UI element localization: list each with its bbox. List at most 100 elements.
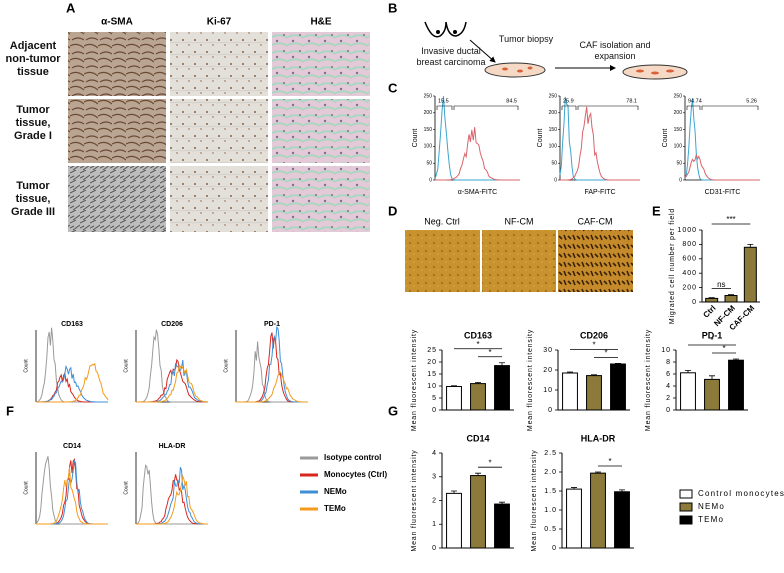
legend-label: Isotype control xyxy=(324,453,381,462)
y-tick-label: 15 xyxy=(427,371,437,378)
significance-label: * xyxy=(722,344,725,353)
legend-label: TEMo xyxy=(698,515,724,524)
y-axis-label: Count xyxy=(662,129,669,148)
bar xyxy=(562,372,578,411)
y-axis-label: Count xyxy=(23,481,29,495)
significance-label: ns xyxy=(717,280,725,289)
error-bar xyxy=(499,362,505,366)
y-tick-label: 800 xyxy=(682,241,697,248)
error-bar xyxy=(709,375,715,380)
legend-swatch xyxy=(679,489,693,499)
histogram-curve xyxy=(560,106,640,181)
panel-label: G xyxy=(388,403,398,418)
chart-title: CD206 xyxy=(580,330,608,340)
plot-title: CD206 xyxy=(161,321,183,328)
histogram-curve xyxy=(136,363,208,403)
y-tick-label: 0 xyxy=(432,407,437,414)
y-tick-label: 8 xyxy=(666,359,671,366)
y-tick-label: 0 xyxy=(552,545,557,552)
y-tick-label: 200 xyxy=(424,110,433,116)
bar xyxy=(704,378,720,411)
gate xyxy=(561,105,639,110)
y-tick-label: 2.5 xyxy=(544,450,557,457)
bar xyxy=(470,383,486,411)
y-axis-label: Mean fluorescent intensity xyxy=(645,329,652,431)
error-bar xyxy=(499,501,505,505)
bar xyxy=(590,472,606,549)
y-tick-label: 50 xyxy=(551,161,557,167)
panel-label: A xyxy=(66,0,76,15)
y-axis-label: Count xyxy=(123,481,129,495)
y-tick-label: 100 xyxy=(674,144,683,150)
legend-label: Monocytes (Ctrl) xyxy=(324,470,387,479)
image-title: NF-CM xyxy=(505,216,534,226)
y-tick-label: 150 xyxy=(424,127,433,133)
bar xyxy=(494,503,510,549)
plot-title: PD-1 xyxy=(264,321,280,328)
y-tick-label: 30 xyxy=(543,347,553,354)
y-tick-label: 2.0 xyxy=(544,469,557,476)
step-label: CAF isolation and expansion xyxy=(579,40,651,61)
chart-title: HLA-DR xyxy=(581,433,616,443)
y-tick-label: 1000 xyxy=(677,227,697,234)
histogram-curve xyxy=(684,154,760,181)
significance-label: * xyxy=(710,336,713,345)
y-tick-label: 600 xyxy=(682,256,697,263)
chart-title: PD-1 xyxy=(702,330,723,340)
bar xyxy=(446,492,462,549)
legend-label: NEMo xyxy=(698,502,725,511)
y-tick-label: 200 xyxy=(549,110,558,116)
legend-label: TEMo xyxy=(324,504,346,513)
y-axis-label: Count xyxy=(537,129,544,148)
histogram-curve xyxy=(136,474,208,525)
plot-title: HLA-DR xyxy=(159,443,186,450)
significance-label: * xyxy=(608,457,611,466)
error-bar xyxy=(619,489,625,492)
column-header: Ki-67 xyxy=(207,17,232,28)
histogram-curve xyxy=(684,98,760,181)
gate-value: 78.1 xyxy=(626,98,637,104)
bar xyxy=(728,359,744,411)
error-bar xyxy=(615,363,621,364)
bar xyxy=(614,491,630,549)
y-tick-label: 5 xyxy=(432,395,437,402)
y-tick-label: 0 xyxy=(679,177,682,183)
panel-label: B xyxy=(388,0,397,15)
error-bar xyxy=(451,385,457,387)
y-axis-label: Count xyxy=(412,129,419,148)
error-bar xyxy=(708,297,715,299)
column-header: H&E xyxy=(310,17,331,28)
y-tick-label: 6 xyxy=(666,371,671,378)
y-tick-label: 0 xyxy=(554,177,557,183)
panel-label: C xyxy=(388,80,398,95)
y-tick-label: 50 xyxy=(676,161,682,167)
y-axis-label: Migrated cell number per field xyxy=(669,208,676,324)
micrographs-a xyxy=(68,32,370,232)
y-tick-label: 0 xyxy=(432,545,437,552)
y-tick-label: 4 xyxy=(432,450,437,457)
histogram-curve xyxy=(36,467,108,525)
gate-value: 25.9 xyxy=(563,98,574,104)
step-label: Tumor biopsy xyxy=(498,34,554,44)
y-axis-label: Mean fluorescent intensity xyxy=(527,329,534,431)
y-tick-label: 1 xyxy=(432,521,437,528)
panel-label: D xyxy=(388,203,397,218)
bar xyxy=(494,365,510,411)
gate-value: 15.5 xyxy=(438,98,449,104)
plot-title: CD163 xyxy=(61,321,83,328)
x-axis-label: α-SMA-FITC xyxy=(458,189,497,196)
bar xyxy=(724,295,738,303)
image-title: CAF-CM xyxy=(578,216,613,226)
x-axis-label: FAP-FITC xyxy=(584,189,615,196)
histogram-curve xyxy=(435,127,520,181)
error-bar xyxy=(475,472,481,476)
y-axis-label: Mean fluorescent intensity xyxy=(411,449,418,551)
bar xyxy=(743,246,757,303)
legend-swatch xyxy=(679,515,693,525)
bar xyxy=(586,375,602,411)
error-bar xyxy=(747,244,754,248)
y-tick-label: 100 xyxy=(549,144,558,150)
y-tick-label: 20 xyxy=(427,359,437,366)
y-tick-label: 10 xyxy=(543,387,553,394)
